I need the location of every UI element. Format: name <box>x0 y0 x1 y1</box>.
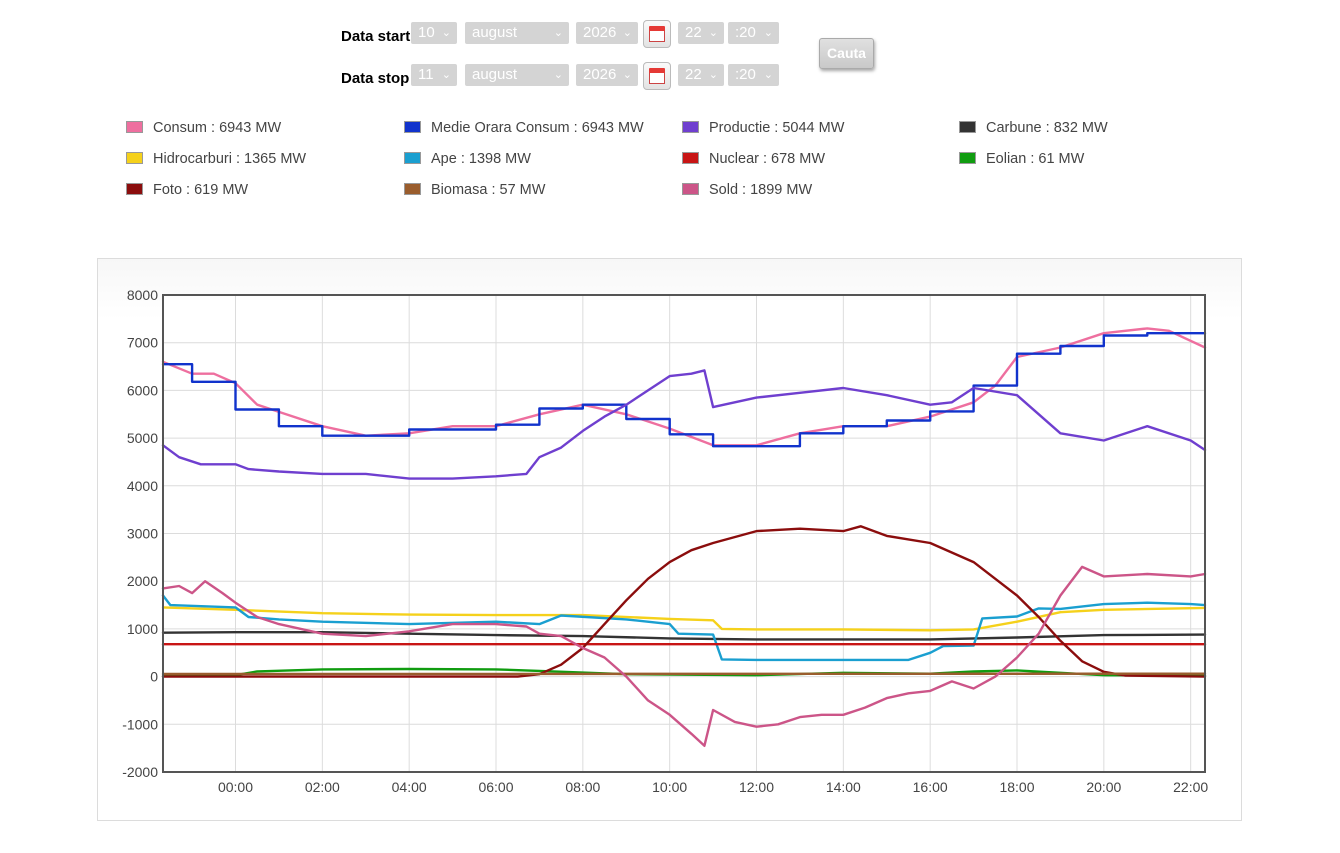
legend-label: Nuclear : 678 MW <box>709 151 826 167</box>
start-month-value: august <box>472 24 518 41</box>
stop-hour-select[interactable]: 22 ⌄ <box>678 64 724 86</box>
stop-minute-value: :20 <box>735 66 756 83</box>
start-date-label: Data start <box>341 28 411 45</box>
stop-day-value: 11 <box>418 66 434 83</box>
legend-swatch <box>404 152 421 164</box>
legend-label: Consum : 6943 MW <box>153 120 282 136</box>
x-tick-label: 00:00 <box>218 779 253 795</box>
legend-label: Ape : 1398 MW <box>431 151 531 167</box>
search-button[interactable]: Cauta <box>819 38 874 69</box>
legend-swatch <box>126 183 143 195</box>
start-minute-select[interactable]: :20 ⌄ <box>728 22 779 44</box>
chevron-down-icon: ⌄ <box>441 27 451 39</box>
chart-container: -2000 -1000 0 1000 2000 3000 4000 5000 6000 7000 8… <box>97 258 1242 821</box>
y-tick-label: -2000 <box>122 764 158 780</box>
legend-swatch <box>682 152 699 164</box>
start-year-value: 2026 <box>583 24 617 41</box>
x-tick-label: 20:00 <box>1086 779 1121 795</box>
y-tick-label: 1000 <box>127 621 158 637</box>
legend-swatch <box>126 121 143 133</box>
chevron-down-icon: ⌄ <box>708 27 718 39</box>
start-hour-select[interactable]: 22 ⌄ <box>678 22 724 44</box>
x-tick-label: 12:00 <box>739 779 774 795</box>
y-tick-label: -1000 <box>122 716 158 732</box>
stop-day-select[interactable]: 11 ⌄ <box>411 64 457 86</box>
series-line-sold <box>161 565 1207 747</box>
calendar-icon <box>649 26 665 31</box>
x-tick-label: 14:00 <box>826 779 861 795</box>
y-tick-label: 0 <box>150 669 158 685</box>
stop-year-select[interactable]: 2026 ⌄ <box>576 64 638 86</box>
chevron-down-icon: ⌄ <box>763 27 773 39</box>
series-line-foto <box>161 525 1207 678</box>
legend-label: Carbune : 832 MW <box>986 120 1108 136</box>
y-tick-label: 4000 <box>127 478 158 494</box>
stop-hour-value: 22 <box>685 66 702 83</box>
chevron-down-icon: ⌄ <box>441 69 451 81</box>
legend-label: Biomasa : 57 MW <box>431 182 546 198</box>
series-line-carbune <box>161 631 1207 641</box>
chevron-down-icon: ⌄ <box>622 69 632 81</box>
start-calendar-button[interactable] <box>643 20 671 48</box>
calendar-icon <box>649 68 665 73</box>
start-minute-value: :20 <box>735 24 756 41</box>
series-line-productie <box>161 369 1207 480</box>
chevron-down-icon: ⌄ <box>553 69 563 81</box>
legend-label: Hidrocarburi : 1365 MW <box>153 151 307 167</box>
y-tick-label: 7000 <box>127 335 158 351</box>
series-line-ape <box>161 594 1207 662</box>
y-tick-label: 2000 <box>127 573 158 589</box>
legend-label: Foto : 619 MW <box>153 182 249 198</box>
stop-date-label: Data stop <box>341 70 410 87</box>
start-year-select[interactable]: 2026 ⌄ <box>576 22 638 44</box>
plot-frame <box>162 294 1206 773</box>
legend-swatch <box>959 152 976 164</box>
x-tick-label: 08:00 <box>565 779 600 795</box>
legend-label: Sold : 1899 MW <box>709 182 813 198</box>
y-tick-label: 6000 <box>127 382 158 398</box>
chevron-down-icon: ⌄ <box>708 69 718 81</box>
y-tick-label: 5000 <box>127 430 158 446</box>
x-tick-label: 22:00 <box>1173 779 1208 795</box>
series-line-hidrocarburi <box>161 606 1207 632</box>
line-chart: -2000 -1000 0 1000 2000 3000 4000 5000 6000 7000 8… <box>122 287 1208 795</box>
start-day-value: 10 <box>418 24 435 41</box>
x-tick-label: 04:00 <box>392 779 427 795</box>
chevron-down-icon: ⌄ <box>622 27 632 39</box>
x-tick-label: 02:00 <box>305 779 340 795</box>
stop-calendar-button[interactable] <box>643 62 671 90</box>
legend-swatch <box>682 121 699 133</box>
legend-swatch <box>959 121 976 133</box>
series-line-medie-orara-consum <box>161 332 1207 448</box>
x-tick-label: 10:00 <box>652 779 687 795</box>
start-month-select[interactable]: august ⌄ <box>465 22 569 44</box>
legend-swatch <box>682 183 699 195</box>
legend-swatch <box>404 183 421 195</box>
chevron-down-icon: ⌄ <box>763 69 773 81</box>
x-tick-label: 16:00 <box>913 779 948 795</box>
stop-month-select[interactable]: august ⌄ <box>465 64 569 86</box>
stop-year-value: 2026 <box>583 66 617 83</box>
y-tick-label: 8000 <box>127 287 158 303</box>
x-tick-label: 06:00 <box>478 779 513 795</box>
legend-label: Productie : 5044 MW <box>709 120 845 136</box>
legend-label: Eolian : 61 MW <box>986 151 1085 167</box>
chevron-down-icon: ⌄ <box>553 27 563 39</box>
x-tick-label: 18:00 <box>999 779 1034 795</box>
start-day-select[interactable]: 10 ⌄ <box>411 22 457 44</box>
y-tick-label: 3000 <box>127 526 158 542</box>
legend-label: Medie Orara Consum : 6943 MW <box>431 120 644 136</box>
legend-swatch <box>126 152 143 164</box>
stop-minute-select[interactable]: :20 ⌄ <box>728 64 779 86</box>
start-hour-value: 22 <box>685 24 702 41</box>
legend-swatch <box>404 121 421 133</box>
stop-month-value: august <box>472 66 518 83</box>
